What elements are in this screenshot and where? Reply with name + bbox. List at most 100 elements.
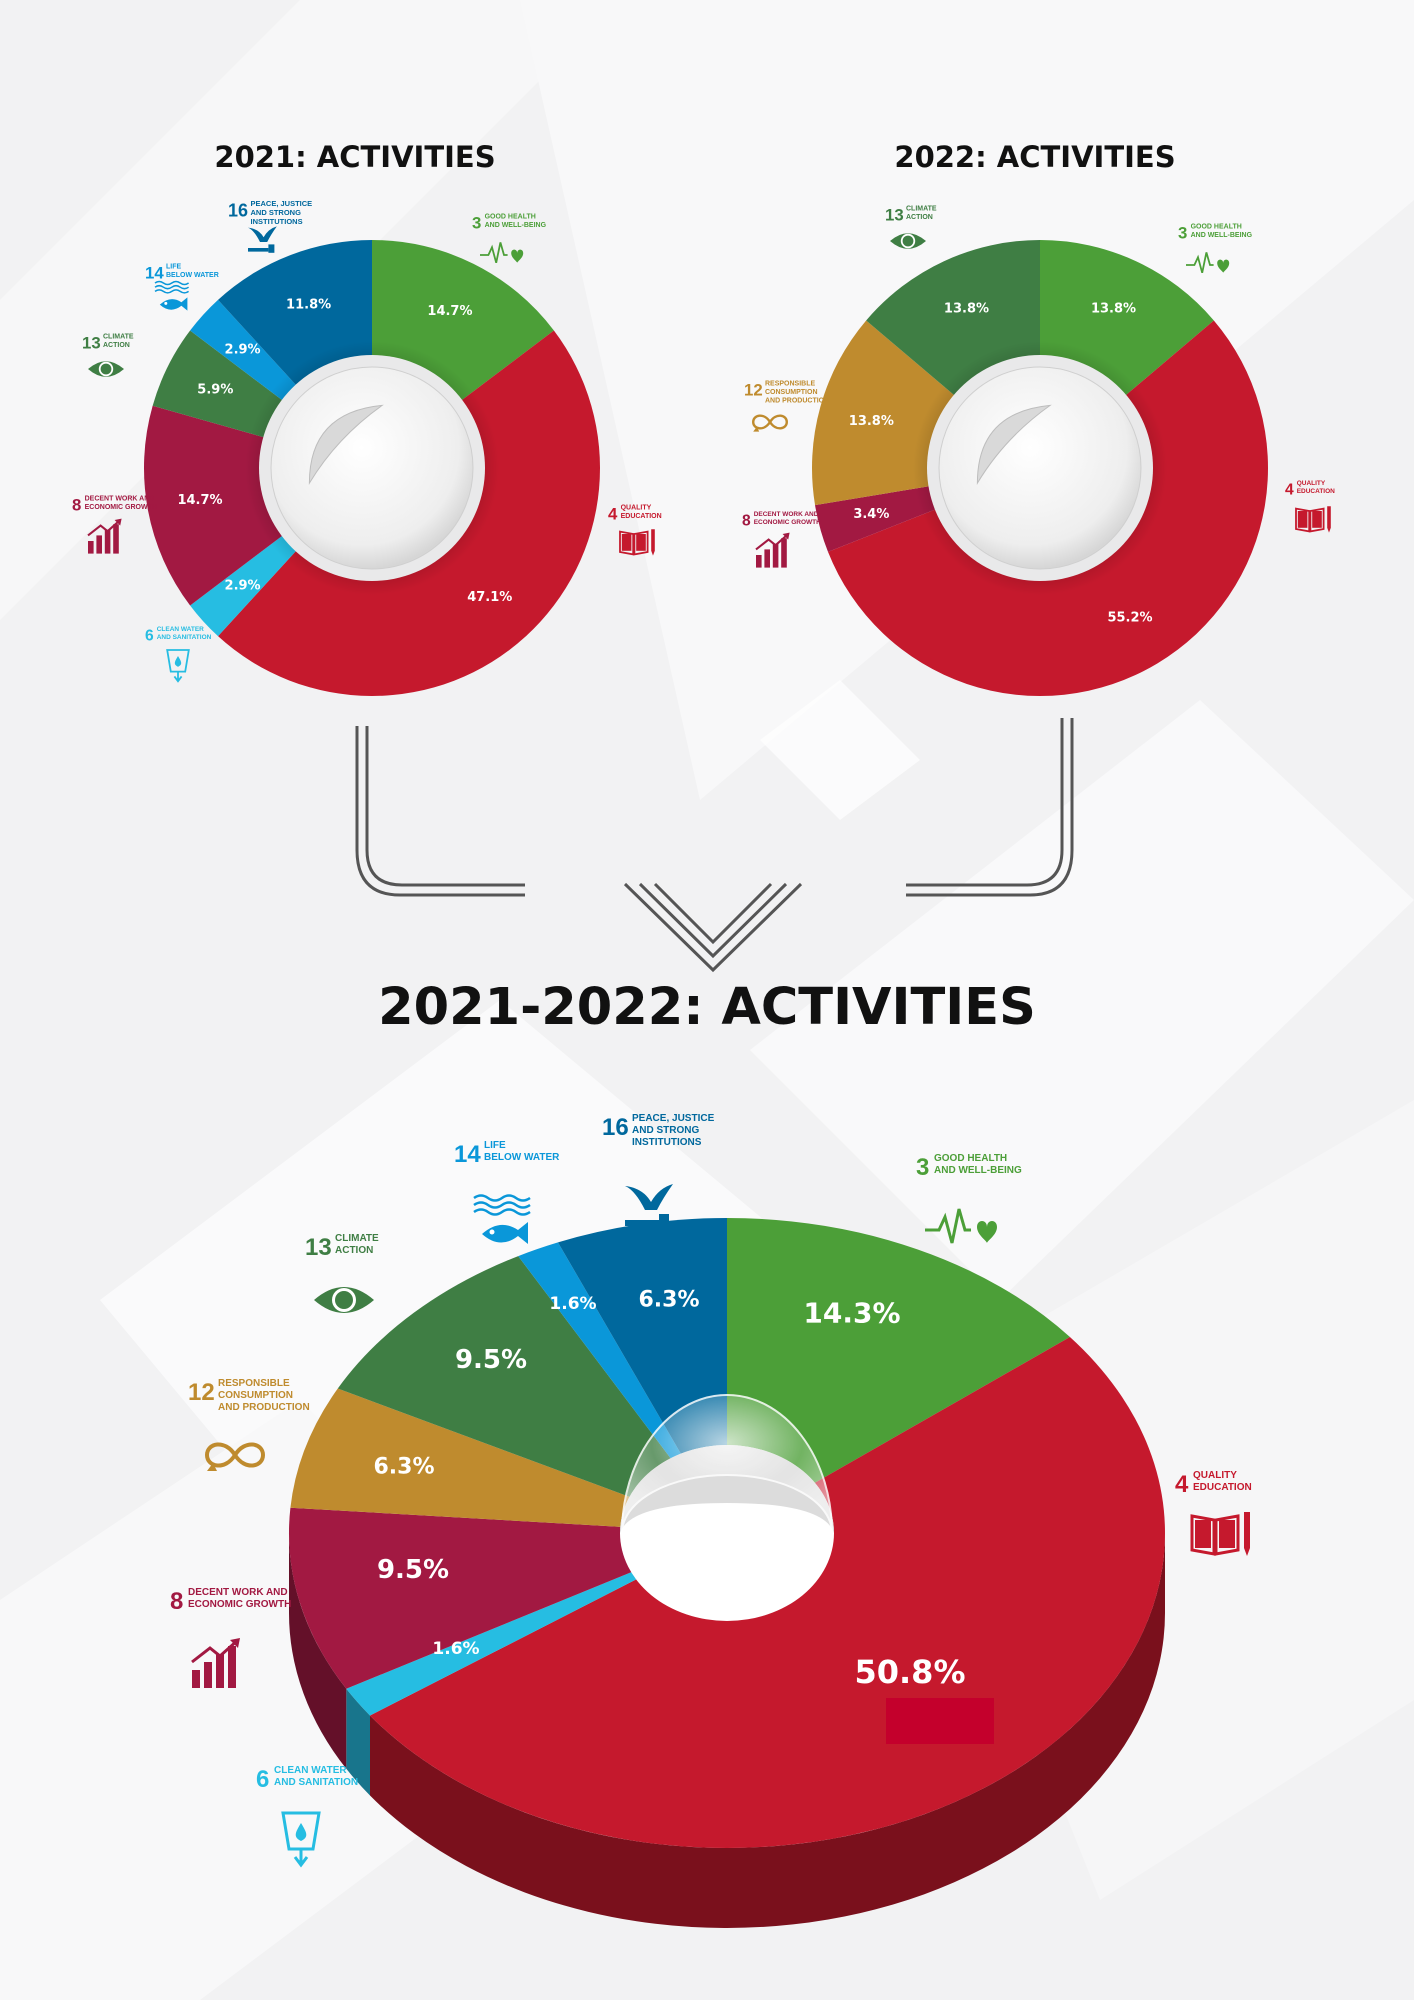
data-label: 1.6%	[432, 1639, 479, 1659]
sdg-title: AND STRONG	[251, 208, 302, 217]
data-label: 1.6%	[549, 1294, 596, 1314]
growth-icon	[755, 532, 790, 568]
sdg-number: 12	[188, 1379, 215, 1406]
data-label: 14.3%	[803, 1297, 900, 1330]
sdg-title: INSTITUTIONS	[632, 1137, 702, 1148]
water-icon	[281, 1811, 321, 1868]
sticker-curl-icon	[976, 404, 1052, 485]
label-highlight	[886, 1698, 994, 1744]
sdg-title: AND WELL-BEING	[1191, 232, 1253, 239]
connector-right-icon	[906, 718, 1074, 897]
slice-8-decent-work-and-economic-growth	[289, 1507, 727, 1689]
data-label: 13.8%	[1091, 302, 1136, 317]
sdg-title: AND WELL-BEING	[485, 222, 547, 229]
sticker-icon	[270, 366, 474, 570]
sdg-number: 13	[305, 1234, 332, 1261]
sdg-title: DECENT WORK AND	[754, 511, 819, 518]
sdg-title: ACTION	[103, 342, 130, 349]
sdg-title: EDUCATION	[621, 513, 662, 520]
sdg-title: AND WELL-BEING	[934, 1165, 1022, 1176]
sticker-curl-icon	[308, 404, 384, 485]
sdg-title: DECENT WORK AND	[188, 1587, 288, 1598]
glass-bubble-icon	[621, 1394, 833, 1534]
chart-2022-title: 2022: ACTIVITIES	[894, 140, 1176, 174]
sdg-title: AND PRODUCTION	[218, 1402, 310, 1413]
sdg-title: LIFE	[484, 1140, 506, 1151]
sdg-number: 6	[145, 627, 154, 644]
sdg-title: GOOD HEALTH	[1191, 224, 1242, 231]
eye-icon	[890, 233, 926, 249]
slice-side-8-decent-work-and-economic-growth	[289, 1533, 347, 1769]
slice-side-4-quality-education	[369, 1533, 1166, 1928]
sdg-title: DECENT WORK AND	[85, 496, 155, 503]
sdg-number: 3	[1178, 223, 1187, 242]
sdg-number: 16	[228, 201, 248, 221]
sdg-title: AND SANITATION	[157, 634, 212, 641]
eye-icon	[314, 1287, 374, 1313]
sdg-title: CLIMATE	[906, 206, 937, 213]
data-label: 11.8%	[286, 297, 331, 312]
growth-icon	[191, 1638, 240, 1688]
sticker-icon	[938, 366, 1142, 570]
sdg-title: CLIMATE	[335, 1233, 379, 1244]
data-label: 14.7%	[177, 493, 222, 508]
sdg-title: GOOD HEALTH	[934, 1153, 1007, 1164]
sdg-title: ECONOMIC GROWTH	[188, 1599, 291, 1610]
eye-icon	[88, 361, 124, 377]
data-label: 55.2%	[1107, 611, 1152, 626]
heartbeat-icon	[480, 242, 524, 264]
sdg-title: ACTION	[906, 214, 933, 221]
slice-side-6-clean-water-and-sanitation	[346, 1688, 370, 1796]
sdg-number: 8	[72, 495, 81, 514]
sdg-title: QUALITY	[621, 505, 652, 512]
sdg-title: AND PRODUCTION	[765, 397, 829, 404]
sdg-number: 8	[742, 512, 751, 529]
chevron-down-icon	[623, 882, 803, 973]
slice-13-climate-action	[337, 1256, 727, 1533]
pie-chart-combined-3d: 14.3% 50.8% 1.6% 9.5% 6.3% 9.5% 1.6% 6.3%	[289, 1218, 1166, 1928]
sdg-title: RESPONSIBLE	[765, 381, 816, 388]
sdg-title: INSTITUTIONS	[251, 217, 303, 226]
donut-chart-2021: 14.7% 47.1% 2.9% 14.7% 5.9% 2.9% 11.8%	[143, 240, 601, 697]
sdg-title: PEACE, JUSTICE	[632, 1113, 715, 1124]
sdg-title: ECONOMIC GROWTH	[85, 504, 157, 511]
data-label: 13.8%	[944, 302, 989, 317]
sdg-number: 6	[256, 1766, 269, 1793]
sdg-title: AND SANITATION	[274, 1777, 358, 1788]
book-icon	[1295, 506, 1331, 533]
data-label: 6.3%	[373, 1455, 434, 1480]
sdg-title: RESPONSIBLE	[218, 1378, 290, 1389]
sdg-title: AND STRONG	[632, 1125, 699, 1136]
heartbeat-icon	[1186, 252, 1230, 274]
data-label: 5.9%	[197, 383, 233, 398]
slice-6-clean-water-and-sanitation	[346, 1533, 727, 1716]
data-label: 9.5%	[377, 1555, 449, 1585]
book-icon	[619, 529, 655, 556]
combined-chart-title: 2021-2022: ACTIVITIES	[378, 978, 1036, 1037]
sdg-title: GOOD HEALTH	[485, 214, 536, 221]
data-label: 50.8%	[854, 1653, 965, 1691]
sdg-title: BELOW WATER	[484, 1152, 560, 1163]
data-label: 9.5%	[455, 1345, 527, 1375]
sdg-title: ACTION	[335, 1245, 373, 1256]
slice-12-responsible-consumption-and-production	[290, 1388, 727, 1533]
sdg-title: LIFE	[166, 264, 181, 271]
sdg-number: 4	[1285, 481, 1294, 498]
donut-chart-2022: 13.8% 55.2% 3.4% 13.8% 13.8%	[812, 240, 1268, 696]
sdg-number: 16	[602, 1114, 629, 1141]
sdg-title: QUALITY	[1193, 1470, 1237, 1481]
